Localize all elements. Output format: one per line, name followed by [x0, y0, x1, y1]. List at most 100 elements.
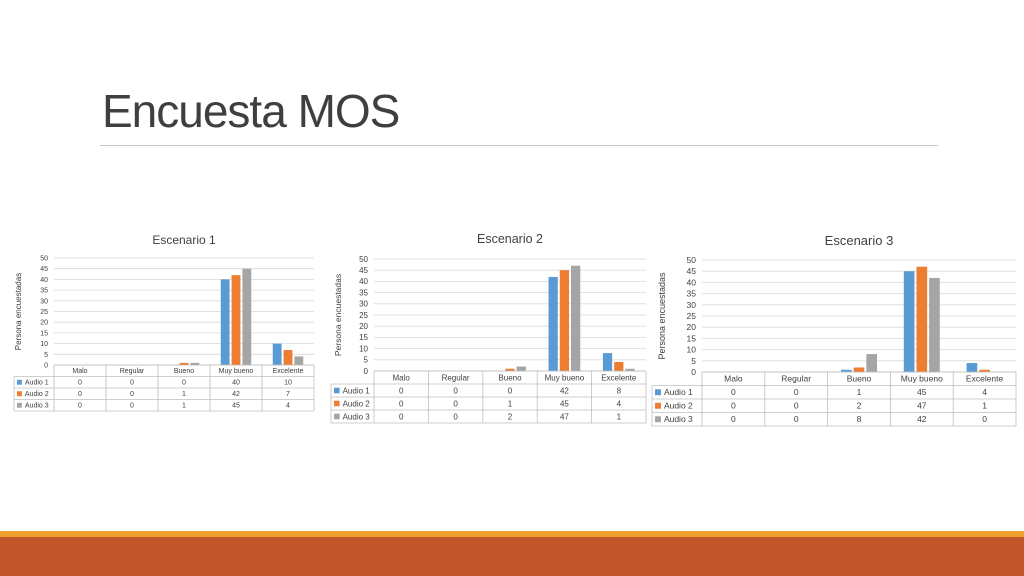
bar-audio-1-excelente — [602, 353, 613, 371]
bar-audio-2-muy-bueno — [231, 275, 241, 365]
y-tick-label: 20 — [687, 322, 697, 332]
x-category-label: Bueno — [498, 373, 522, 382]
y-tick-label: 0 — [44, 362, 48, 369]
table-value: 47 — [560, 412, 569, 421]
legend-swatch — [334, 413, 340, 420]
table-value: 0 — [453, 412, 458, 421]
y-tick-label: 10 — [359, 344, 368, 353]
table-value: 0 — [399, 386, 404, 395]
y-tick-label: 5 — [44, 352, 48, 359]
y-tick-label: 45 — [40, 266, 48, 273]
chart-title: Escenario 2 — [477, 232, 543, 246]
table-value: 0 — [794, 401, 799, 411]
y-tick-label: 15 — [359, 333, 368, 342]
y-tick-label: 15 — [40, 330, 48, 337]
bar-audio-3-excelente — [625, 368, 635, 371]
table-value: 4 — [982, 387, 987, 397]
chart-escenario-3: Escenario 3 Persona encuestadas 0 5 10 15 20 25… — [651, 228, 1018, 433]
y-tick-label: 50 — [687, 255, 697, 265]
footer-accent-line — [0, 531, 1024, 537]
bar-audio-3-muy-bueno — [242, 268, 252, 365]
y-tick-label: 35 — [40, 288, 48, 295]
slide-title: Encuesta MOS — [102, 85, 400, 137]
x-category-label: Malo — [72, 368, 87, 375]
table-value: 1 — [508, 399, 513, 408]
table-value: 0 — [78, 380, 82, 387]
y-tick-label: 5 — [691, 356, 696, 366]
y-tick-label: 40 — [359, 277, 368, 286]
legend-series-name: Audio 2 — [343, 399, 371, 408]
table-value: 0 — [130, 403, 134, 410]
x-category-label: Bueno — [847, 374, 872, 384]
table-value: 1 — [617, 412, 622, 421]
table-value: 2 — [857, 401, 862, 411]
legend-series-name: Audio 3 — [343, 412, 371, 421]
bar-audio-1-excelente — [966, 363, 978, 372]
table-value: 42 — [232, 391, 240, 398]
table-value: 45 — [917, 387, 927, 397]
table-value: 45 — [232, 403, 240, 410]
table-value: 0 — [182, 380, 186, 387]
x-category-label: Excelente — [966, 374, 1004, 384]
table-value: 7 — [286, 391, 290, 398]
y-tick-label: 45 — [687, 266, 697, 276]
bar-audio-3-muy-bueno — [929, 277, 940, 372]
x-category-label: Regular — [442, 373, 470, 382]
bar-audio-2-bueno — [853, 367, 865, 372]
y-tick-label: 15 — [687, 333, 697, 343]
y-tick-label: 50 — [359, 255, 368, 264]
table-value: 42 — [917, 414, 927, 424]
bar-audio-3-muy-bueno — [571, 265, 581, 371]
y-tick-label: 0 — [364, 367, 369, 376]
table-value: 8 — [857, 414, 862, 424]
y-tick-label: 0 — [691, 367, 696, 377]
chart-title: Escenario 1 — [152, 233, 216, 247]
y-axis-label: Persona encuestadas — [333, 274, 343, 356]
legend-series-name: Audio 1 — [25, 380, 49, 387]
legend-swatch — [17, 402, 22, 408]
bar-audio-3-excelente — [294, 356, 304, 365]
table-value: 0 — [794, 414, 799, 424]
table-value: 0 — [982, 414, 987, 424]
table-value: 8 — [617, 386, 622, 395]
table-value: 0 — [731, 387, 736, 397]
y-tick-label: 30 — [687, 300, 697, 310]
legend-swatch — [17, 391, 22, 397]
legend-swatch — [655, 402, 661, 409]
y-tick-label: 45 — [359, 266, 368, 275]
x-category-label: Regular — [120, 368, 145, 375]
table-value: 0 — [508, 386, 513, 395]
y-axis-label: Persona encuestadas — [14, 273, 23, 350]
legend-swatch — [655, 416, 661, 423]
x-category-label: Excelente — [601, 373, 637, 382]
legend-swatch — [17, 379, 22, 385]
x-category-label: Muy bueno — [901, 374, 943, 384]
table-value: 0 — [731, 414, 736, 424]
legend-series-name: Audio 2 — [664, 401, 693, 411]
y-tick-label: 40 — [40, 277, 48, 284]
table-value: 1 — [182, 391, 186, 398]
x-category-label: Malo — [724, 374, 743, 384]
table-value: 1 — [857, 387, 862, 397]
table-value: 0 — [731, 401, 736, 411]
table-value: 0 — [453, 386, 458, 395]
table-value: 0 — [453, 399, 458, 408]
y-tick-label: 20 — [359, 322, 368, 331]
table-value: 4 — [286, 403, 290, 410]
table-value: 4 — [617, 399, 622, 408]
table-value: 40 — [232, 380, 240, 387]
table-value: 1 — [982, 401, 987, 411]
table-value: 2 — [508, 412, 513, 421]
legend-series-name: Audio 3 — [664, 414, 693, 424]
legend-series-name: Audio 3 — [25, 403, 49, 410]
table-value: 1 — [182, 403, 186, 410]
y-tick-label: 25 — [359, 311, 368, 320]
table-value: 0 — [78, 403, 82, 410]
y-tick-label: 50 — [40, 255, 48, 262]
legend-series-name: Audio 1 — [664, 387, 693, 397]
y-tick-label: 5 — [364, 356, 369, 365]
y-tick-label: 25 — [40, 309, 48, 316]
